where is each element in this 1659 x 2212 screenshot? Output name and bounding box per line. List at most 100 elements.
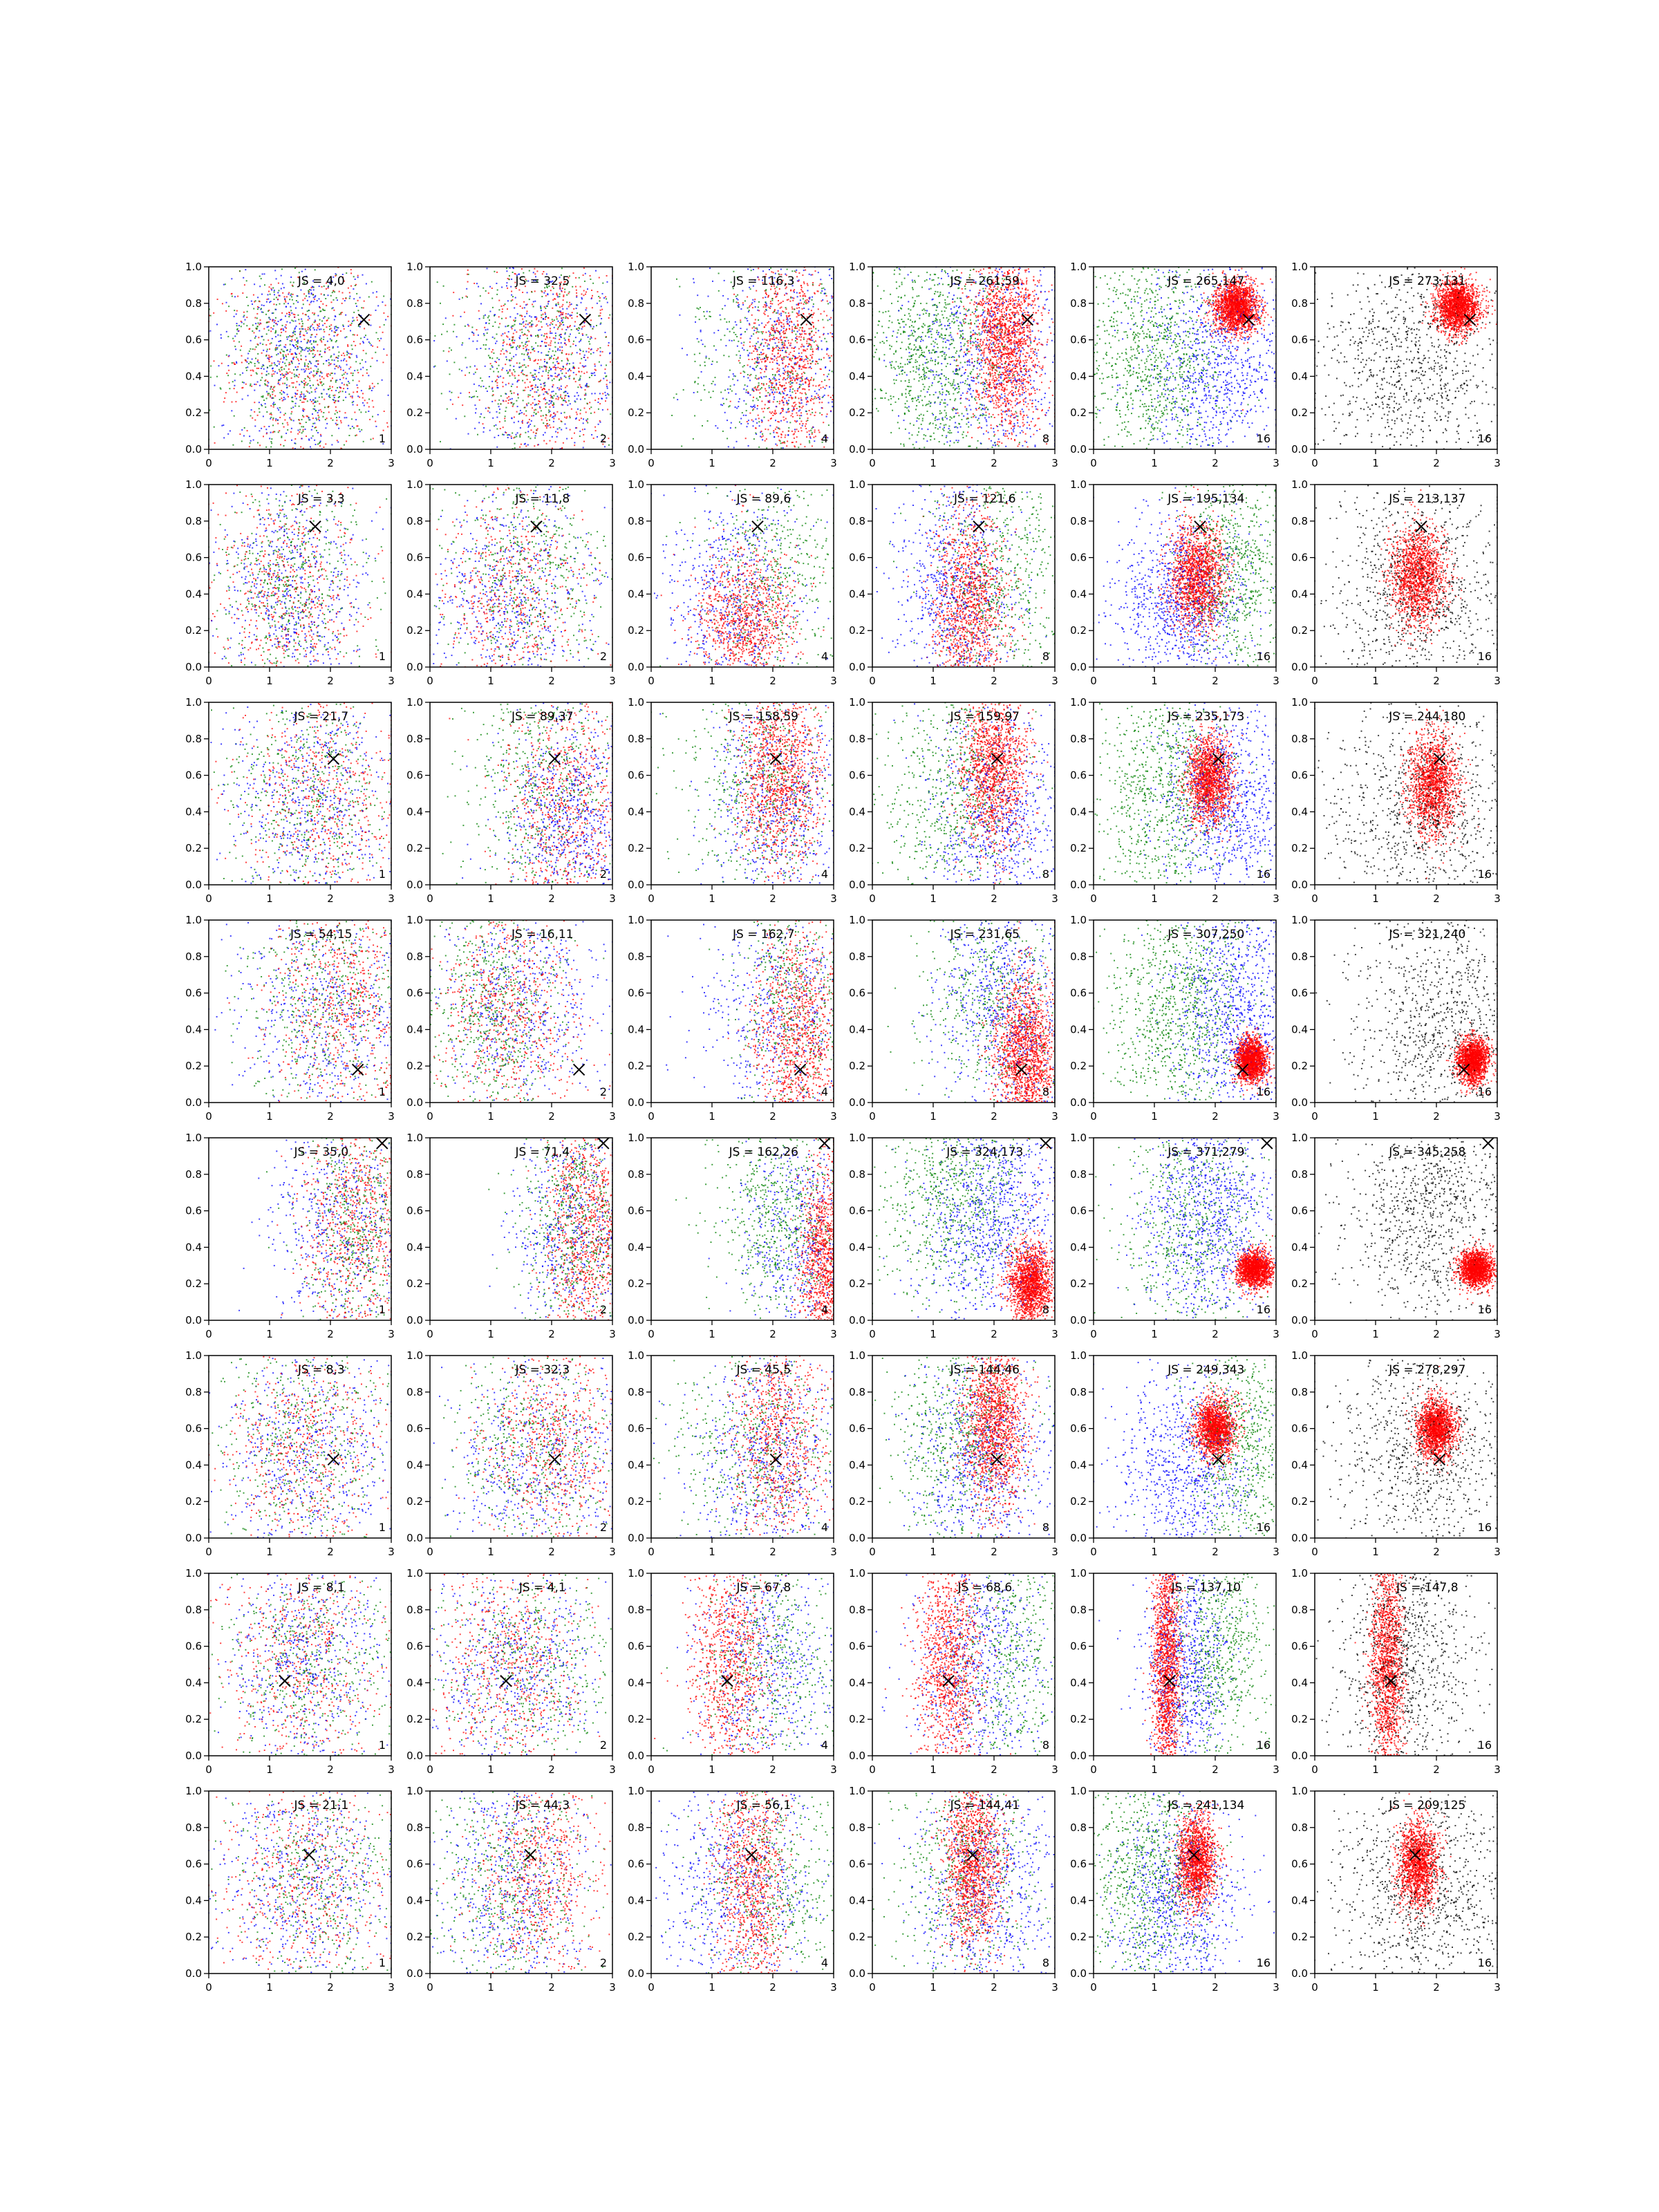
- scatter-point-green: [673, 397, 675, 398]
- scatter-point-blue: [291, 440, 292, 441]
- scatter-point-green: [443, 285, 444, 287]
- scatter-point-green: [541, 308, 542, 309]
- scatter-point-blue: [277, 408, 279, 409]
- y-tick-label: 0.6: [185, 334, 202, 346]
- scatter-point-red: [810, 355, 812, 356]
- scatter-point-red: [250, 375, 252, 376]
- scatter-point-blue: [235, 348, 236, 350]
- scatter-point-blue: [261, 368, 262, 369]
- scatter-point-blue: [565, 424, 566, 425]
- scatter-point-green: [303, 386, 305, 388]
- scatter-point-red: [584, 321, 585, 323]
- scatter-point-red: [783, 417, 785, 418]
- scatter-point-red: [754, 299, 756, 300]
- scatter-point-blue: [551, 355, 552, 357]
- scatter-point-green: [764, 417, 765, 418]
- scatter-point-red: [798, 315, 799, 316]
- scatter-point-red: [321, 411, 322, 413]
- scatter-point-green: [317, 371, 319, 373]
- scatter-point-blue: [805, 359, 807, 360]
- scatter-point-red: [814, 293, 816, 294]
- scatter-point-green: [555, 393, 556, 395]
- scatter-point-red: [742, 302, 744, 303]
- scatter-point-red: [270, 284, 272, 285]
- scatter-point-red: [311, 401, 312, 402]
- scatter-point-blue: [309, 318, 310, 319]
- scatter-point-blue: [319, 306, 320, 308]
- scatter-point-green: [794, 309, 795, 310]
- scatter-point-green: [579, 328, 580, 329]
- scatter-point-green: [268, 393, 269, 394]
- scatter-point-blue: [270, 418, 271, 420]
- scatter-point-red: [785, 332, 786, 334]
- scatter-point-red: [585, 389, 586, 391]
- scatter-point-green: [949, 303, 950, 305]
- scatter-point-red: [556, 376, 558, 377]
- scatter-point-green: [260, 379, 261, 381]
- scatter-point-green: [357, 370, 358, 371]
- scatter-point-green: [610, 413, 611, 415]
- scatter-point-blue: [345, 391, 346, 393]
- scatter-point-green: [704, 389, 705, 391]
- scatter-point-red: [803, 367, 804, 368]
- scatter-point-green: [519, 436, 521, 438]
- scatter-point-red: [561, 328, 563, 330]
- scatter-point-red: [791, 360, 792, 362]
- scatter-point-blue: [312, 327, 314, 328]
- scatter-point-blue: [503, 434, 505, 435]
- scatter-point-green: [459, 368, 460, 370]
- scatter-point-blue: [769, 395, 770, 396]
- scatter-point-blue: [554, 327, 555, 328]
- scatter-point-blue: [223, 437, 225, 438]
- scatter-point-red: [544, 342, 545, 344]
- scatter-point-red: [789, 371, 790, 373]
- scatter-point-blue: [585, 309, 587, 310]
- scatter-point-red: [520, 329, 521, 330]
- scatter-point-green: [747, 374, 749, 375]
- scatter-point-green: [579, 377, 581, 379]
- scatter-point-blue: [517, 406, 518, 407]
- scatter-point-green: [273, 326, 274, 327]
- scatter-point-green: [962, 319, 964, 321]
- scatter-point-blue: [261, 336, 263, 337]
- scatter-point-red: [577, 316, 578, 317]
- scatter-point-blue: [774, 378, 776, 379]
- scatter-point-blue: [751, 302, 753, 303]
- scatter-point-red: [340, 420, 341, 422]
- corner-label: 1: [379, 432, 386, 445]
- scatter-point-green: [246, 280, 247, 281]
- scatter-point-red: [536, 430, 538, 431]
- scatter-point-red: [758, 363, 760, 364]
- scatter-point-red: [815, 270, 816, 272]
- scatter-point-blue: [933, 346, 935, 347]
- scatter-point-red: [805, 355, 807, 357]
- scatter-point-blue: [344, 358, 345, 359]
- scatter-point-green: [234, 415, 235, 417]
- scatter-point-blue: [568, 313, 569, 315]
- scatter-point-blue: [540, 329, 541, 330]
- scatter-point-blue: [534, 377, 535, 378]
- scatter-point-blue: [271, 356, 272, 357]
- scatter-point-blue: [766, 366, 767, 367]
- scatter-point-red: [281, 373, 283, 375]
- scatter-point-blue: [250, 440, 252, 442]
- scatter-point-red: [479, 400, 480, 401]
- scatter-point-green: [291, 408, 292, 409]
- scatter-point-blue: [775, 420, 776, 421]
- scatter-point-red: [797, 357, 798, 359]
- y-tick-label: 0.6: [406, 334, 423, 346]
- scatter-point-red: [332, 386, 333, 388]
- scatter-point-blue: [760, 352, 762, 353]
- scatter-point-red: [532, 407, 533, 409]
- scatter-point-blue: [567, 363, 568, 364]
- scatter-point-green: [335, 400, 337, 402]
- scatter-point-blue: [1026, 308, 1027, 309]
- scatter-point-blue: [531, 420, 532, 422]
- scatter-point-red: [804, 367, 805, 368]
- scatter-point-green: [915, 362, 916, 363]
- scatter-point-red: [542, 389, 543, 391]
- scatter-point-red: [772, 330, 774, 331]
- scatter-point-blue: [251, 301, 252, 302]
- scatter-point-blue: [708, 296, 709, 297]
- scatter-point-blue: [822, 299, 823, 301]
